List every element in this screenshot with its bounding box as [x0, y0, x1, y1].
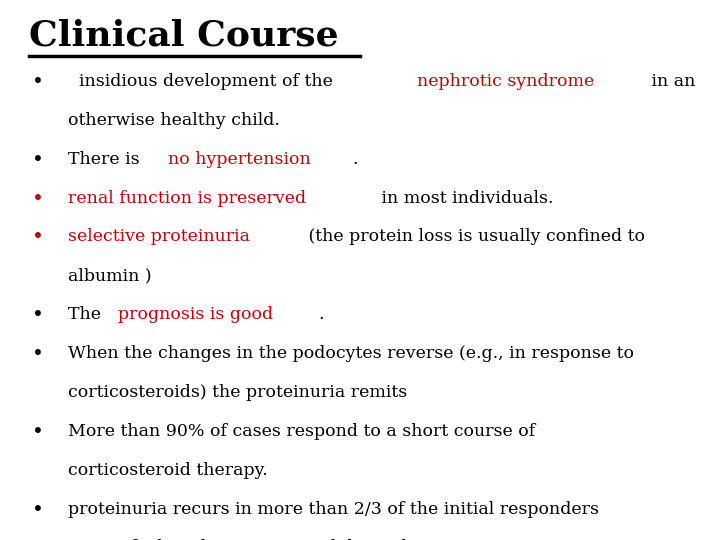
Text: insidious development of the: insidious development of the [68, 73, 339, 90]
Text: More than 90% of cases respond to a short course of: More than 90% of cases respond to a shor… [68, 423, 536, 440]
Text: corticosteroid therapy.: corticosteroid therapy. [68, 462, 268, 478]
Text: otherwise healthy child.: otherwise healthy child. [68, 112, 280, 129]
Text: •: • [32, 190, 44, 208]
Text: proteinuria recurs in more than 2/3 of the initial responders: proteinuria recurs in more than 2/3 of t… [68, 501, 599, 517]
Text: (the protein loss is usually confined to: (the protein loss is usually confined to [303, 228, 645, 245]
Text: The: The [68, 306, 107, 323]
Text: •: • [32, 345, 44, 364]
Text: no hypertension: no hypertension [168, 151, 310, 167]
Text: in most individuals.: in most individuals. [376, 190, 553, 206]
Text: corticosteroids) the proteinuria remits: corticosteroids) the proteinuria remits [68, 384, 408, 401]
Text: in an: in an [646, 73, 696, 90]
Text: .: . [352, 151, 358, 167]
Text: •: • [32, 501, 44, 519]
Text: When the changes in the podocytes reverse (e.g., in response to: When the changes in the podocytes revers… [68, 345, 634, 362]
Text: •: • [32, 423, 44, 442]
Text: selective proteinuria: selective proteinuria [68, 228, 251, 245]
Text: albumin ): albumin ) [68, 267, 152, 284]
Text: nephrotic syndrome: nephrotic syndrome [418, 73, 595, 90]
Text: Clinical Course: Clinical Course [29, 19, 338, 53]
Text: •: • [32, 73, 44, 92]
Text: renal function is preserved: renal function is preserved [68, 190, 307, 206]
Text: some of whom become steroid dependent: some of whom become steroid dependent [68, 539, 436, 540]
Text: •: • [32, 306, 44, 325]
Text: prognosis is good: prognosis is good [118, 306, 273, 323]
Text: .: . [318, 306, 324, 323]
Text: •: • [32, 151, 44, 170]
Text: There is: There is [68, 151, 145, 167]
Text: •: • [32, 228, 44, 247]
